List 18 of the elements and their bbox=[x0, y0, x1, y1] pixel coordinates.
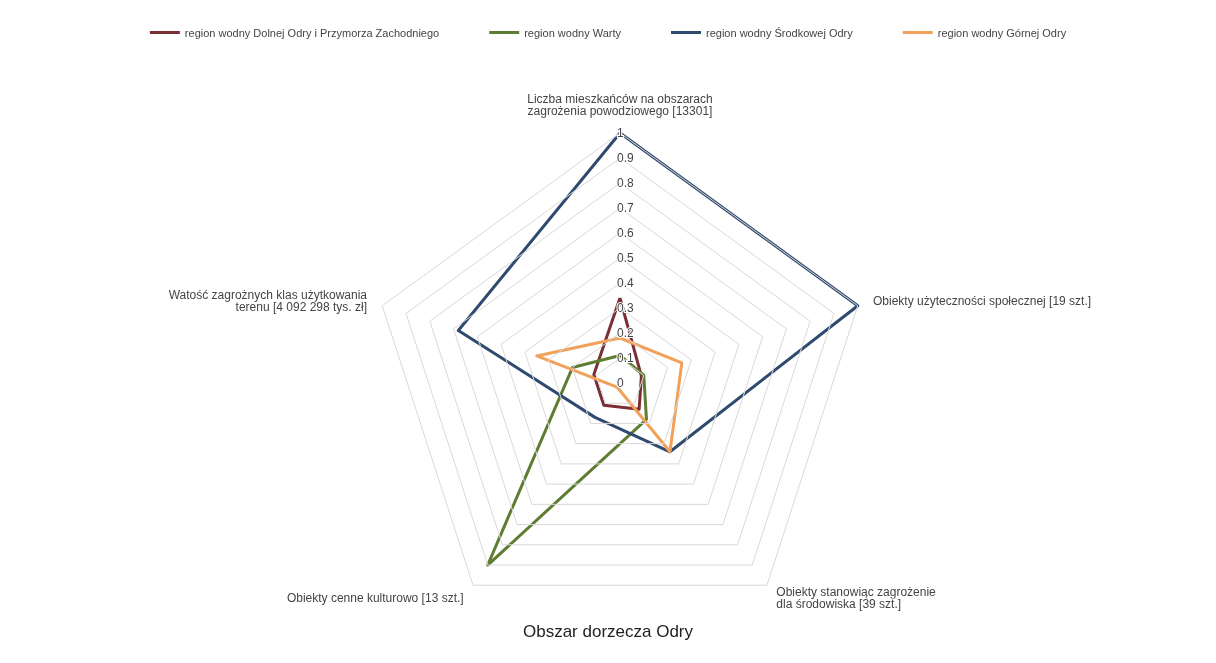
spoke-label: Obiekty użyteczności społecznej [19 szt.] bbox=[872, 293, 1092, 308]
y-tick-label: 1 bbox=[617, 126, 624, 140]
spoke-label: Watość zagrożnych klas użytkowania terenu [4 092 298 tys. zł] bbox=[168, 287, 368, 314]
legend-label: region wodny Środkowej Odry bbox=[706, 26, 854, 39]
y-tick-label: 0 bbox=[617, 376, 624, 390]
y-tick-label: 0.8 bbox=[617, 176, 635, 190]
y-tick-label: 0.9 bbox=[617, 151, 635, 165]
y-tick-label: 0.7 bbox=[617, 201, 635, 215]
legend-label: region wodny Warty bbox=[524, 26, 622, 39]
spoke-label: Obiekty stanowiąc zagrożenie dla środowiska [39 szt.] bbox=[776, 585, 937, 612]
legend-label: region wodny Dolnej Odry i Przymorza Zachodniego bbox=[184, 26, 440, 39]
text: Obszar dorzecza Odry bbox=[522, 622, 694, 641]
y-tick-label: 0.5 bbox=[617, 251, 635, 265]
y-tick-label: 0.6 bbox=[617, 226, 635, 240]
y-tick-label: 0.4 bbox=[617, 276, 635, 290]
legend-label: region wodny Górnej Odry bbox=[937, 26, 1067, 39]
spoke-label: Obiekty cenne kulturowo [13 szt.] bbox=[286, 591, 464, 606]
spoke-label: Liczba mieszkańców na obszarach zagrożenia powodziowego [13301] bbox=[527, 92, 713, 118]
